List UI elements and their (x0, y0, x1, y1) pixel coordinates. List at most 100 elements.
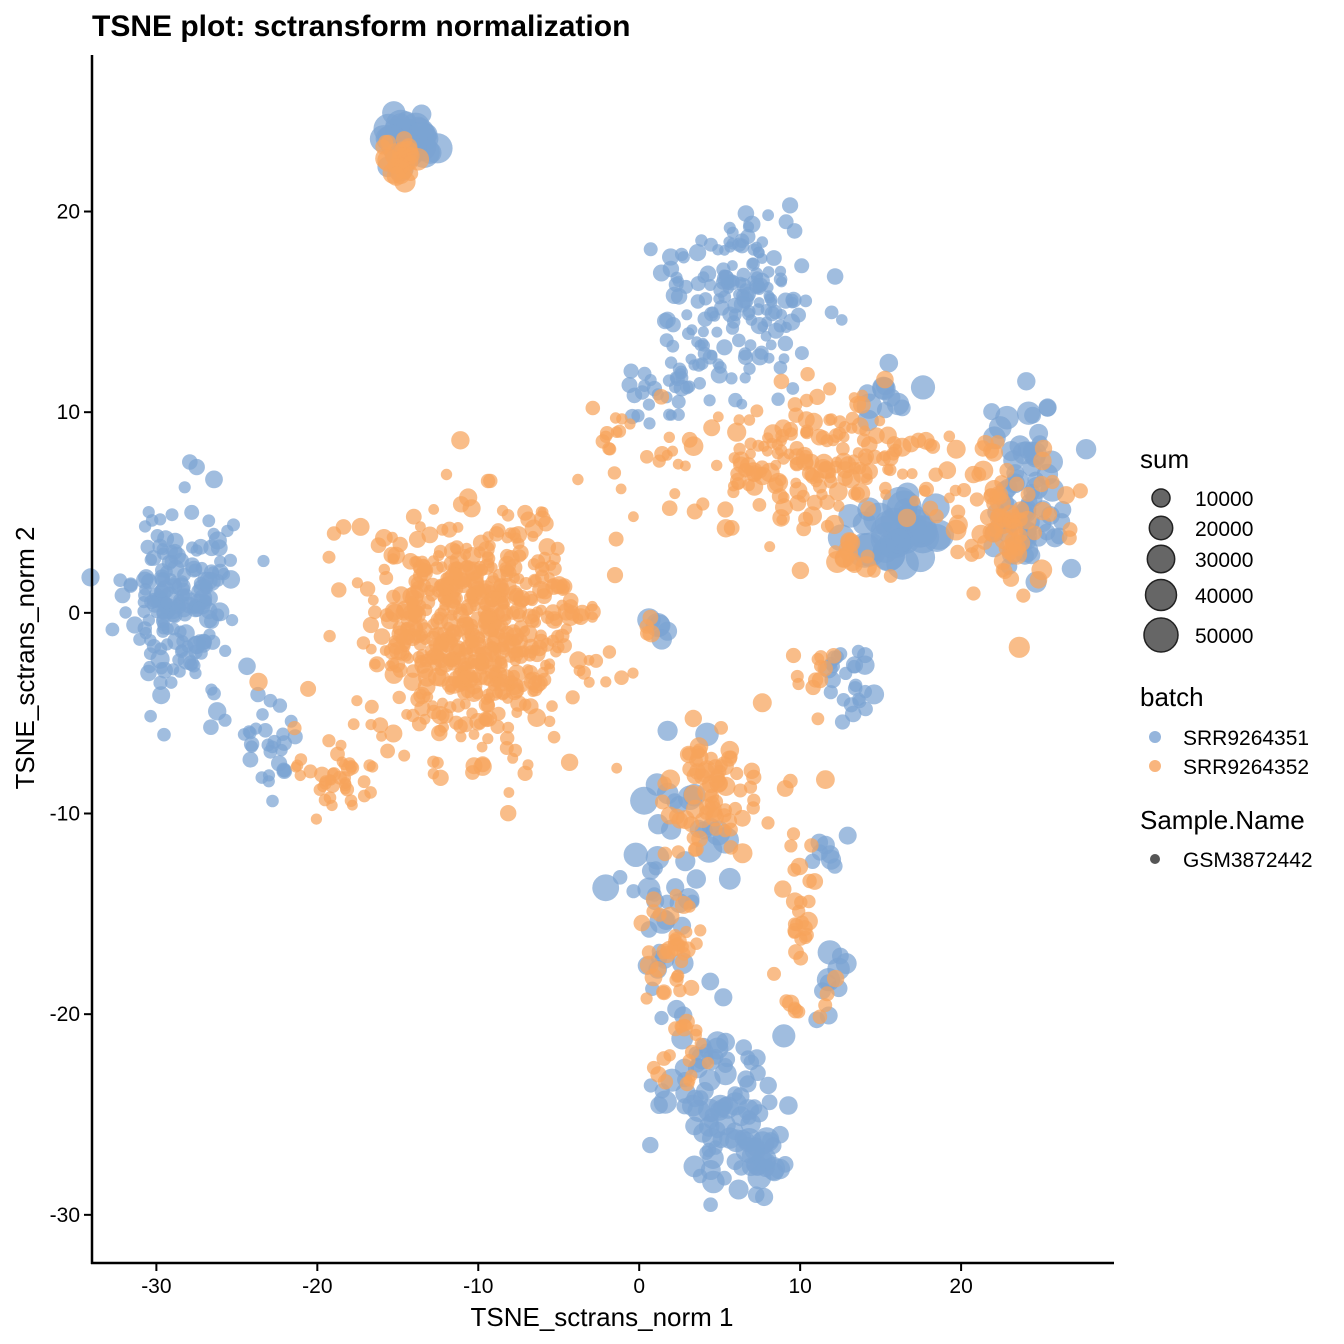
legend-color-title: batch (1140, 682, 1204, 712)
data-point (166, 532, 184, 550)
data-point (752, 498, 767, 512)
data-point (449, 715, 464, 730)
data-point (771, 392, 785, 406)
data-point (1027, 525, 1042, 541)
legend-shape-label: GSM3872442 (1183, 849, 1313, 872)
data-point (697, 311, 713, 327)
data-point (794, 346, 809, 361)
data-point (686, 831, 701, 845)
data-point (802, 506, 823, 526)
data-point (716, 339, 733, 356)
data-point (227, 518, 240, 532)
data-point (392, 690, 406, 705)
data-point (711, 326, 723, 338)
data-point (838, 431, 850, 443)
data-point (714, 300, 730, 316)
data-point (686, 324, 698, 336)
data-point (497, 596, 509, 608)
data-point (715, 1114, 736, 1136)
legend-size-label: 20000 (1195, 518, 1253, 541)
data-point (792, 677, 805, 691)
data-point (501, 509, 515, 522)
data-point (455, 731, 467, 743)
data-point (140, 539, 155, 555)
x-axis-ticks: -30 -20 -10 0 10 20 (141, 1263, 973, 1298)
data-point (503, 550, 520, 567)
data-point (144, 553, 157, 566)
data-point (633, 914, 651, 932)
data-point (657, 720, 678, 741)
legend-size-label: 10000 (1195, 488, 1253, 511)
data-point (540, 637, 555, 652)
data-point (1042, 507, 1058, 522)
data-point (430, 561, 444, 575)
data-point (481, 551, 496, 566)
data-point (1038, 398, 1057, 417)
data-point (728, 801, 742, 816)
data-point (538, 515, 554, 532)
data-point (114, 587, 131, 604)
x-axis-title: TSNE_sctrans_norm 1 (471, 1302, 734, 1332)
data-point (336, 756, 348, 768)
data-point (665, 317, 681, 333)
data-point (897, 508, 917, 528)
data-point (324, 774, 336, 785)
data-point (494, 682, 512, 700)
data-point (323, 629, 336, 643)
data-point (888, 443, 903, 458)
data-point (640, 450, 654, 464)
legend-color-keys: SRR9264351 SRR9264352 (1149, 727, 1309, 779)
data-point (850, 483, 871, 503)
data-point (643, 1078, 658, 1093)
data-point (786, 223, 803, 239)
data-point (508, 669, 520, 682)
data-point (766, 437, 778, 449)
data-point (663, 431, 675, 443)
data-point (853, 461, 867, 475)
data-point (855, 655, 875, 675)
data-point (782, 197, 799, 214)
data-point (851, 644, 866, 659)
data-point (403, 672, 422, 691)
data-point (956, 483, 972, 498)
data-point (528, 682, 543, 697)
data-point (557, 638, 572, 654)
data-point (392, 586, 410, 604)
data-point (383, 546, 401, 564)
data-point (242, 751, 259, 768)
data-point (612, 870, 628, 885)
data-point (367, 594, 379, 606)
data-point (667, 445, 679, 457)
data-point (322, 550, 336, 564)
data-point (906, 468, 918, 480)
data-point (478, 621, 496, 639)
data-point (457, 686, 471, 700)
data-point (834, 550, 853, 568)
data-point (794, 258, 810, 274)
data-point (971, 467, 987, 482)
data-point (727, 315, 741, 329)
data-point (723, 520, 740, 536)
data-point (347, 718, 360, 731)
data-point (205, 683, 218, 696)
data-point (778, 353, 790, 364)
data-point (944, 492, 955, 504)
data-point (154, 583, 169, 599)
data-point (714, 361, 727, 374)
data-point (398, 749, 411, 762)
data-point (836, 442, 850, 456)
data-point (768, 322, 784, 339)
data-point (652, 907, 667, 922)
data-point (746, 801, 760, 815)
data-point (379, 571, 394, 585)
data-point (256, 708, 269, 721)
x-tick-label: -20 (302, 1275, 332, 1298)
data-point (658, 946, 676, 964)
data-point (560, 753, 579, 771)
data-point (964, 547, 979, 562)
data-point (773, 360, 788, 375)
data-point (586, 611, 598, 623)
data-point (421, 595, 436, 610)
data-point (359, 581, 376, 597)
data-point (697, 346, 712, 361)
